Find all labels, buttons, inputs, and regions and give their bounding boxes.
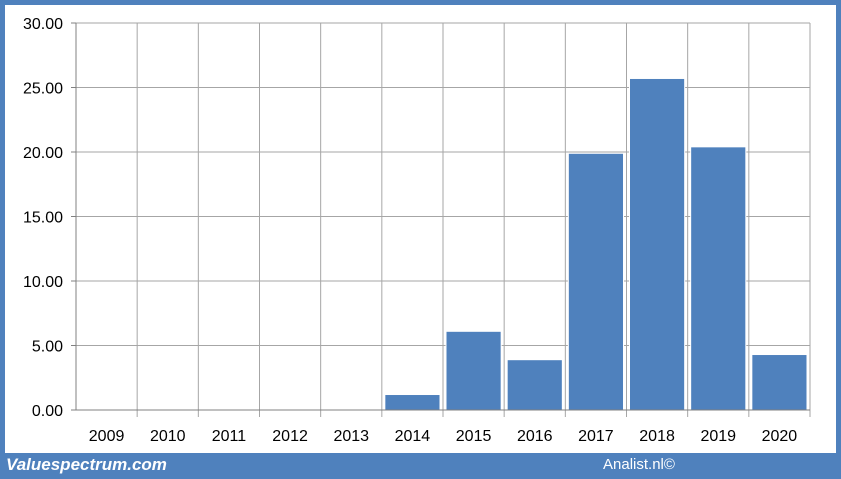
grid bbox=[76, 22, 811, 417]
bar bbox=[690, 146, 747, 411]
x-tick-label: 2011 bbox=[212, 428, 247, 445]
footer-source-label: Valuespectrum.com bbox=[6, 455, 167, 474]
y-tick-label: 0.00 bbox=[32, 403, 63, 420]
bars bbox=[384, 77, 808, 411]
x-tick-label: 2019 bbox=[700, 428, 736, 445]
y-tick-label: 10.00 bbox=[23, 274, 63, 291]
x-tick-label: 2013 bbox=[333, 428, 369, 445]
bar bbox=[506, 359, 563, 411]
bar bbox=[445, 330, 502, 411]
x-tick-label: 2009 bbox=[89, 428, 125, 445]
x-tick-label: 2017 bbox=[578, 428, 614, 445]
bar bbox=[384, 394, 441, 411]
y-tick-label: 20.00 bbox=[23, 145, 63, 162]
tick-labels: 0.00 5.00 10.00 15.00 20.00 25.00 30.00 2009 201… bbox=[23, 16, 797, 445]
bar bbox=[629, 77, 686, 411]
footer-copyright-label: Analist.nl© bbox=[603, 456, 675, 473]
axes bbox=[71, 22, 810, 411]
x-tick-label: 2018 bbox=[639, 428, 675, 445]
y-tick-label: 30.00 bbox=[23, 16, 63, 33]
x-tick-label: 2014 bbox=[395, 428, 431, 445]
x-tick-label: 2016 bbox=[517, 428, 553, 445]
x-tick-label: 2012 bbox=[272, 428, 308, 445]
y-tick-label: 5.00 bbox=[32, 339, 63, 356]
y-tick-label: 15.00 bbox=[23, 210, 63, 227]
x-tick-label: 2010 bbox=[150, 428, 186, 445]
x-tick-label: 2015 bbox=[456, 428, 492, 445]
y-tick-label: 25.00 bbox=[23, 81, 63, 98]
x-tick-label: 2020 bbox=[762, 428, 798, 445]
bar bbox=[751, 354, 808, 411]
bar bbox=[567, 152, 624, 411]
